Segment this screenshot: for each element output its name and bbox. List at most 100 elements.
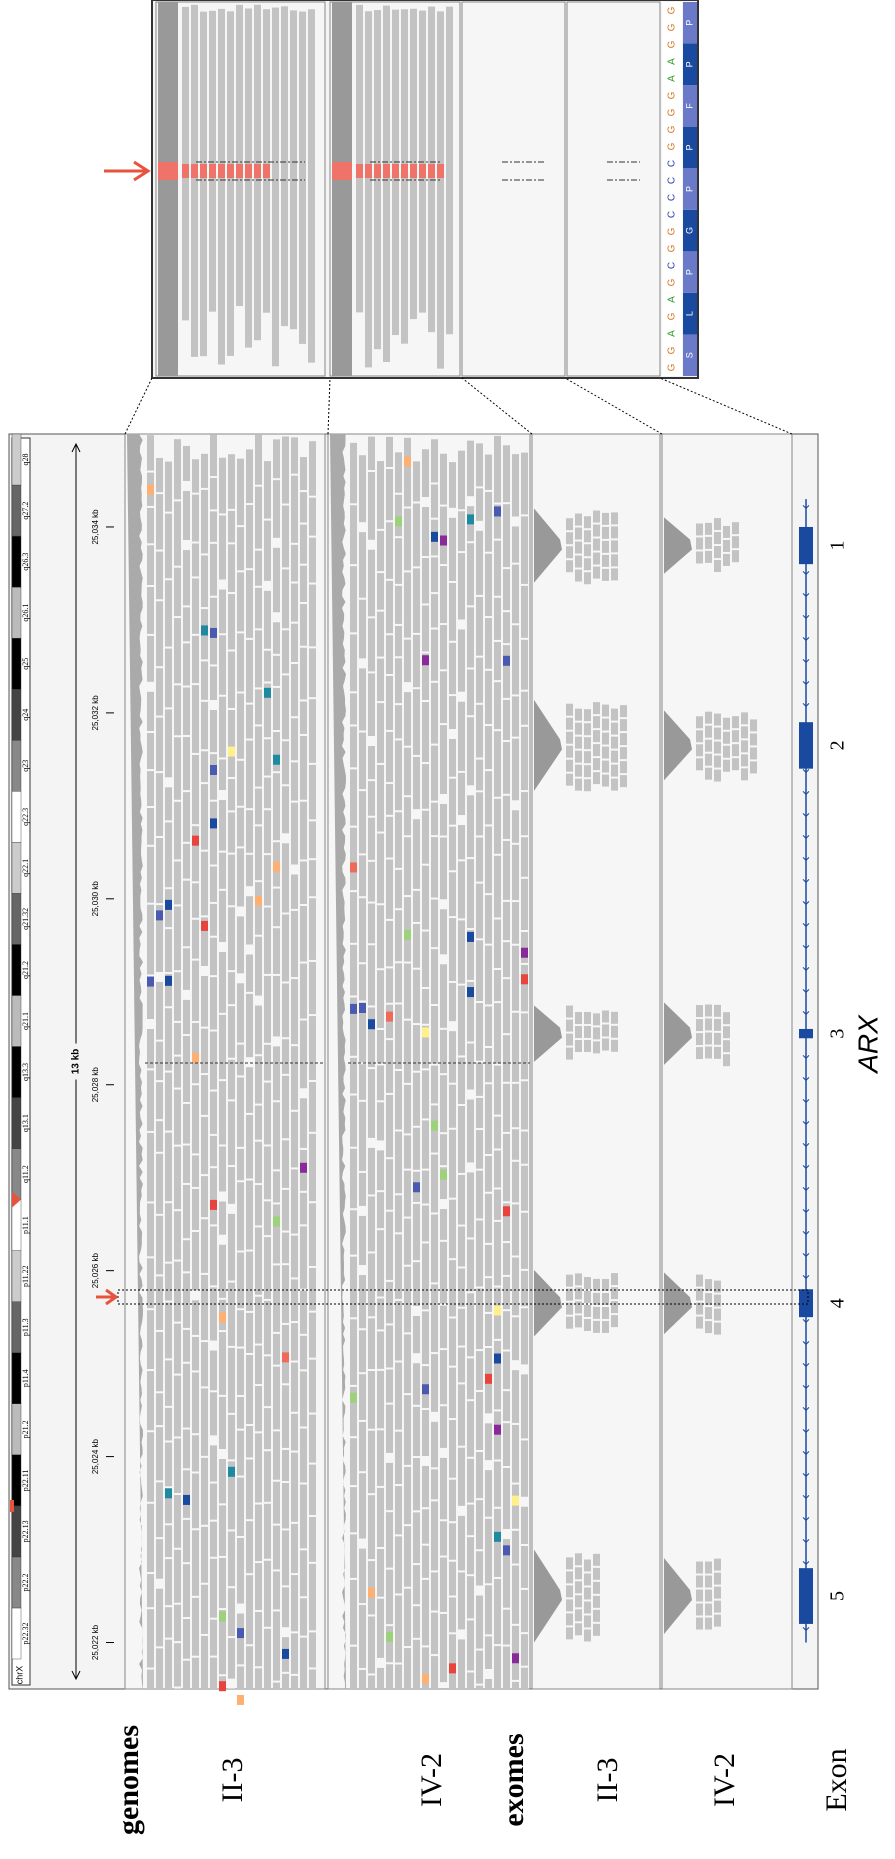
- read: [165, 709, 172, 777]
- read: [309, 498, 316, 536]
- read: [696, 744, 703, 756]
- cytoband: [12, 1608, 21, 1659]
- read: [350, 1580, 357, 1645]
- read: [210, 710, 217, 752]
- read: [503, 1352, 510, 1390]
- read: [696, 1317, 703, 1329]
- read: [183, 1520, 190, 1562]
- read: [566, 718, 573, 730]
- read: [404, 1526, 411, 1587]
- read: [521, 1213, 528, 1269]
- read: [386, 1664, 393, 1689]
- cytoband: [12, 893, 21, 944]
- mismatch: [383, 164, 390, 178]
- read: [449, 1597, 456, 1632]
- read: [219, 1397, 226, 1449]
- read: [147, 1203, 154, 1256]
- read: [350, 1257, 357, 1318]
- read: [467, 1239, 474, 1291]
- read: [386, 1512, 393, 1567]
- read: [413, 970, 420, 1023]
- read: [264, 1083, 271, 1145]
- read: [395, 586, 402, 624]
- read: [575, 570, 582, 582]
- mismatch: [410, 164, 417, 178]
- read: [156, 668, 163, 715]
- mismatch: [401, 164, 408, 178]
- read: [174, 861, 181, 904]
- mismatch: [254, 164, 261, 178]
- amino-acid: P: [684, 269, 694, 275]
- read: [705, 1279, 712, 1291]
- read: [368, 1675, 375, 1689]
- read: [309, 1082, 316, 1132]
- read: [273, 732, 280, 771]
- read: [386, 1626, 393, 1662]
- read: [602, 761, 609, 773]
- read: [575, 1273, 582, 1285]
- mismatch: [494, 1532, 501, 1542]
- read: [705, 1293, 712, 1305]
- read: [750, 747, 757, 759]
- read: [147, 636, 154, 682]
- read: [359, 1473, 366, 1538]
- read: [611, 709, 618, 721]
- mismatch: [147, 977, 154, 987]
- read: [467, 795, 474, 857]
- read: [309, 860, 316, 896]
- read: [705, 1004, 712, 1016]
- read: [300, 1291, 307, 1334]
- read: [705, 1590, 712, 1602]
- read: [566, 774, 573, 786]
- read: [309, 821, 316, 858]
- read: [512, 1129, 519, 1160]
- read: [512, 1626, 519, 1680]
- read: [228, 454, 235, 509]
- read: [237, 848, 244, 906]
- read: [566, 760, 573, 772]
- read: [458, 825, 465, 859]
- exon: [799, 1568, 813, 1624]
- read: [365, 11, 372, 367]
- read: [611, 723, 618, 735]
- mismatch: [494, 506, 501, 516]
- read: [476, 1500, 483, 1549]
- read: [575, 765, 582, 777]
- read: [246, 640, 253, 703]
- read: [521, 1308, 528, 1364]
- read: [192, 1337, 199, 1371]
- read: [300, 802, 307, 860]
- read: [291, 979, 298, 1044]
- ruler-tick-label: 25,026 kb: [91, 1253, 100, 1289]
- read: [183, 1273, 190, 1328]
- row-label: IV-2: [415, 1753, 448, 1807]
- mismatch: [219, 1681, 226, 1691]
- read: [566, 1571, 573, 1583]
- read: [575, 1567, 582, 1579]
- mismatch: [422, 1027, 429, 1037]
- read: [566, 518, 573, 530]
- read: [156, 1121, 163, 1152]
- read: [485, 1084, 492, 1154]
- read: [485, 1245, 492, 1276]
- read: [273, 1683, 280, 1689]
- read: [449, 779, 456, 825]
- read: [300, 1021, 307, 1089]
- read: [395, 705, 402, 738]
- read: [458, 773, 465, 815]
- read: [255, 1185, 262, 1225]
- mismatch: [386, 1012, 393, 1022]
- mismatch: [422, 1384, 429, 1394]
- read: [602, 733, 609, 745]
- read: [449, 1420, 456, 1478]
- read: [174, 501, 181, 565]
- mismatch: [404, 456, 411, 466]
- mismatch: [512, 1496, 519, 1506]
- read: [714, 1587, 721, 1599]
- read: [291, 1414, 298, 1451]
- base: G: [667, 363, 678, 371]
- read: [237, 1045, 244, 1076]
- read: [584, 1040, 591, 1052]
- read: [431, 1006, 438, 1064]
- read: [246, 1426, 253, 1457]
